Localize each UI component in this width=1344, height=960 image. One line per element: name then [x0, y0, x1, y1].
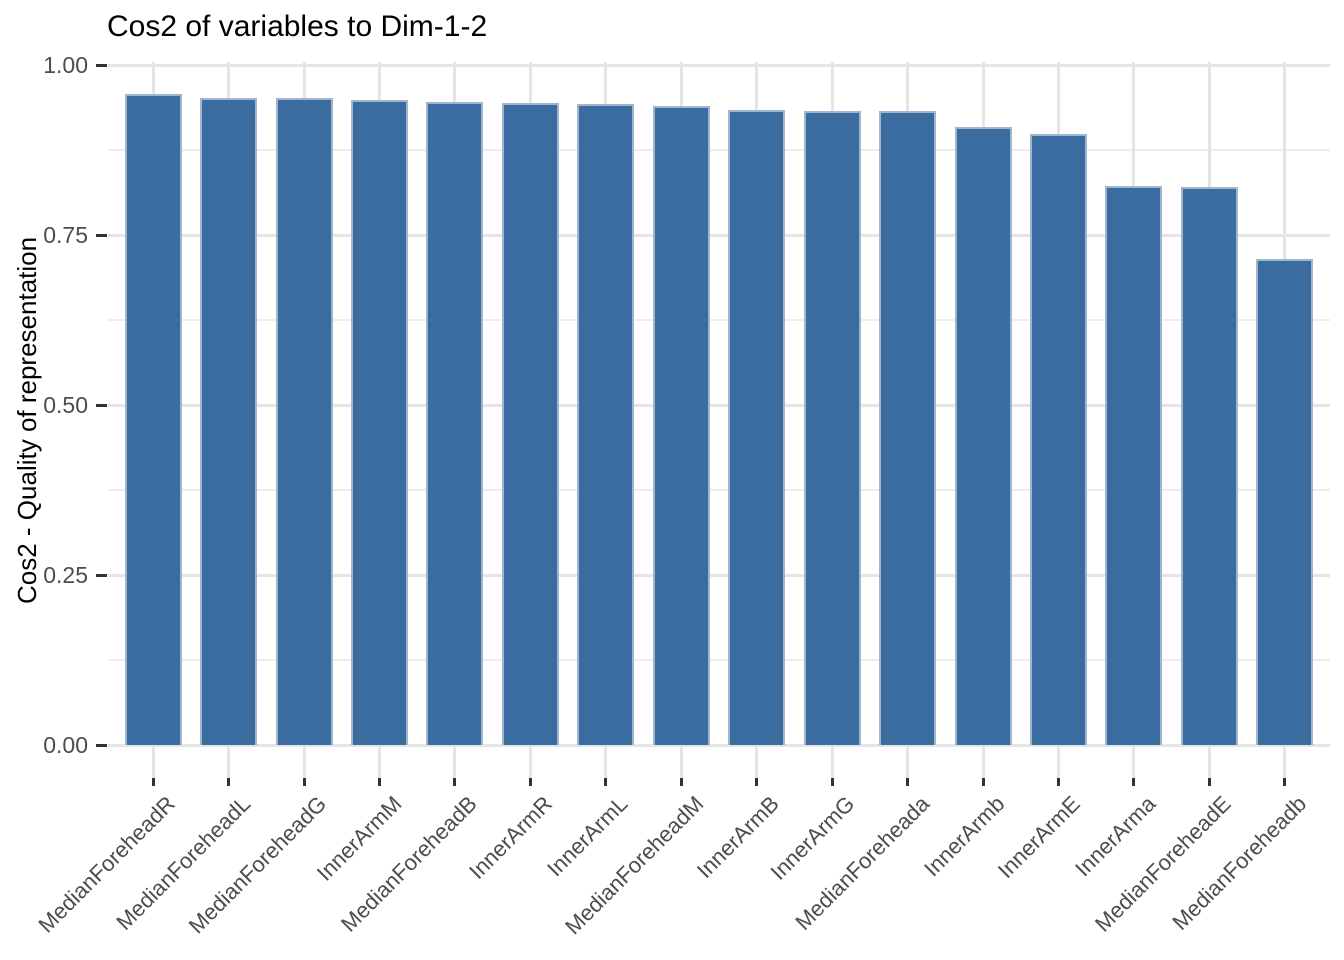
gridline-minor	[108, 319, 1330, 321]
x-tick-label: MedianForeheadL	[111, 791, 256, 935]
bar	[1180, 187, 1238, 745]
x-tick-mark	[528, 778, 532, 786]
x-tick-mark	[227, 778, 231, 786]
y-tick-label: 1.00	[43, 52, 88, 78]
bar	[879, 111, 937, 745]
y-tick-label: 0.50	[43, 392, 88, 418]
bar	[124, 93, 182, 745]
y-tick-mark	[96, 233, 107, 237]
y-tick-label: 0.00	[43, 732, 88, 758]
x-tick-mark	[755, 778, 759, 786]
x-tick-mark	[679, 778, 683, 786]
gridline-major	[108, 403, 1330, 407]
x-tick-mark	[1132, 778, 1136, 786]
bar	[501, 103, 559, 745]
bar	[728, 109, 786, 745]
bar	[200, 97, 258, 745]
x-tick-mark	[906, 778, 910, 786]
gridline-minor	[108, 659, 1330, 661]
x-tick-label: MedianForeheadR	[33, 791, 180, 938]
y-tick-mark	[96, 573, 107, 577]
x-tick-label: MedianForeheadG	[183, 791, 331, 939]
y-tick-mark	[96, 403, 107, 407]
gridline-minor	[108, 489, 1330, 491]
x-tick-label: InnerArmE	[993, 791, 1086, 884]
x-tick-label: MedianForeheadE	[1090, 791, 1236, 937]
y-axis-title: Cos2 - Quality of representation	[12, 236, 42, 604]
x-tick-mark	[378, 778, 382, 786]
plot-panel	[108, 62, 1330, 778]
y-tick-label: 0.25	[43, 562, 88, 588]
x-tick-label: MedianForeheada	[790, 791, 935, 935]
bar	[652, 106, 710, 745]
bar	[1105, 186, 1163, 745]
bar	[803, 110, 861, 745]
x-tick-mark	[1207, 778, 1211, 786]
x-tick-mark	[604, 778, 608, 786]
y-tick-mark	[96, 743, 107, 747]
gridline-major	[108, 63, 1330, 67]
x-tick-label: MedianForeheadB	[336, 791, 482, 937]
gridline-major	[108, 573, 1330, 577]
x-tick-mark	[830, 778, 834, 786]
x-tick-label: MedianForeheadM	[559, 791, 708, 940]
x-tick-mark	[1056, 778, 1060, 786]
bar	[1256, 259, 1314, 745]
x-tick-mark	[1283, 778, 1287, 786]
bar	[577, 104, 635, 745]
bar	[426, 102, 484, 745]
x-tick-mark	[981, 778, 985, 786]
chart-title: Cos2 of variables to Dim-1-2	[107, 10, 488, 43]
x-tick-mark	[453, 778, 457, 786]
y-tick-mark	[96, 63, 107, 67]
bar	[351, 99, 409, 745]
x-tick-mark	[302, 778, 306, 786]
bar	[1029, 133, 1087, 745]
gridline-minor	[108, 149, 1330, 151]
bar	[954, 126, 1012, 745]
y-tick-label: 0.75	[43, 222, 88, 248]
x-tick-mark	[151, 778, 155, 786]
gridline-major	[108, 743, 1330, 747]
bar	[275, 98, 333, 745]
x-tick-label: MedianForeheadb	[1167, 791, 1312, 935]
gridline-major	[108, 233, 1330, 237]
